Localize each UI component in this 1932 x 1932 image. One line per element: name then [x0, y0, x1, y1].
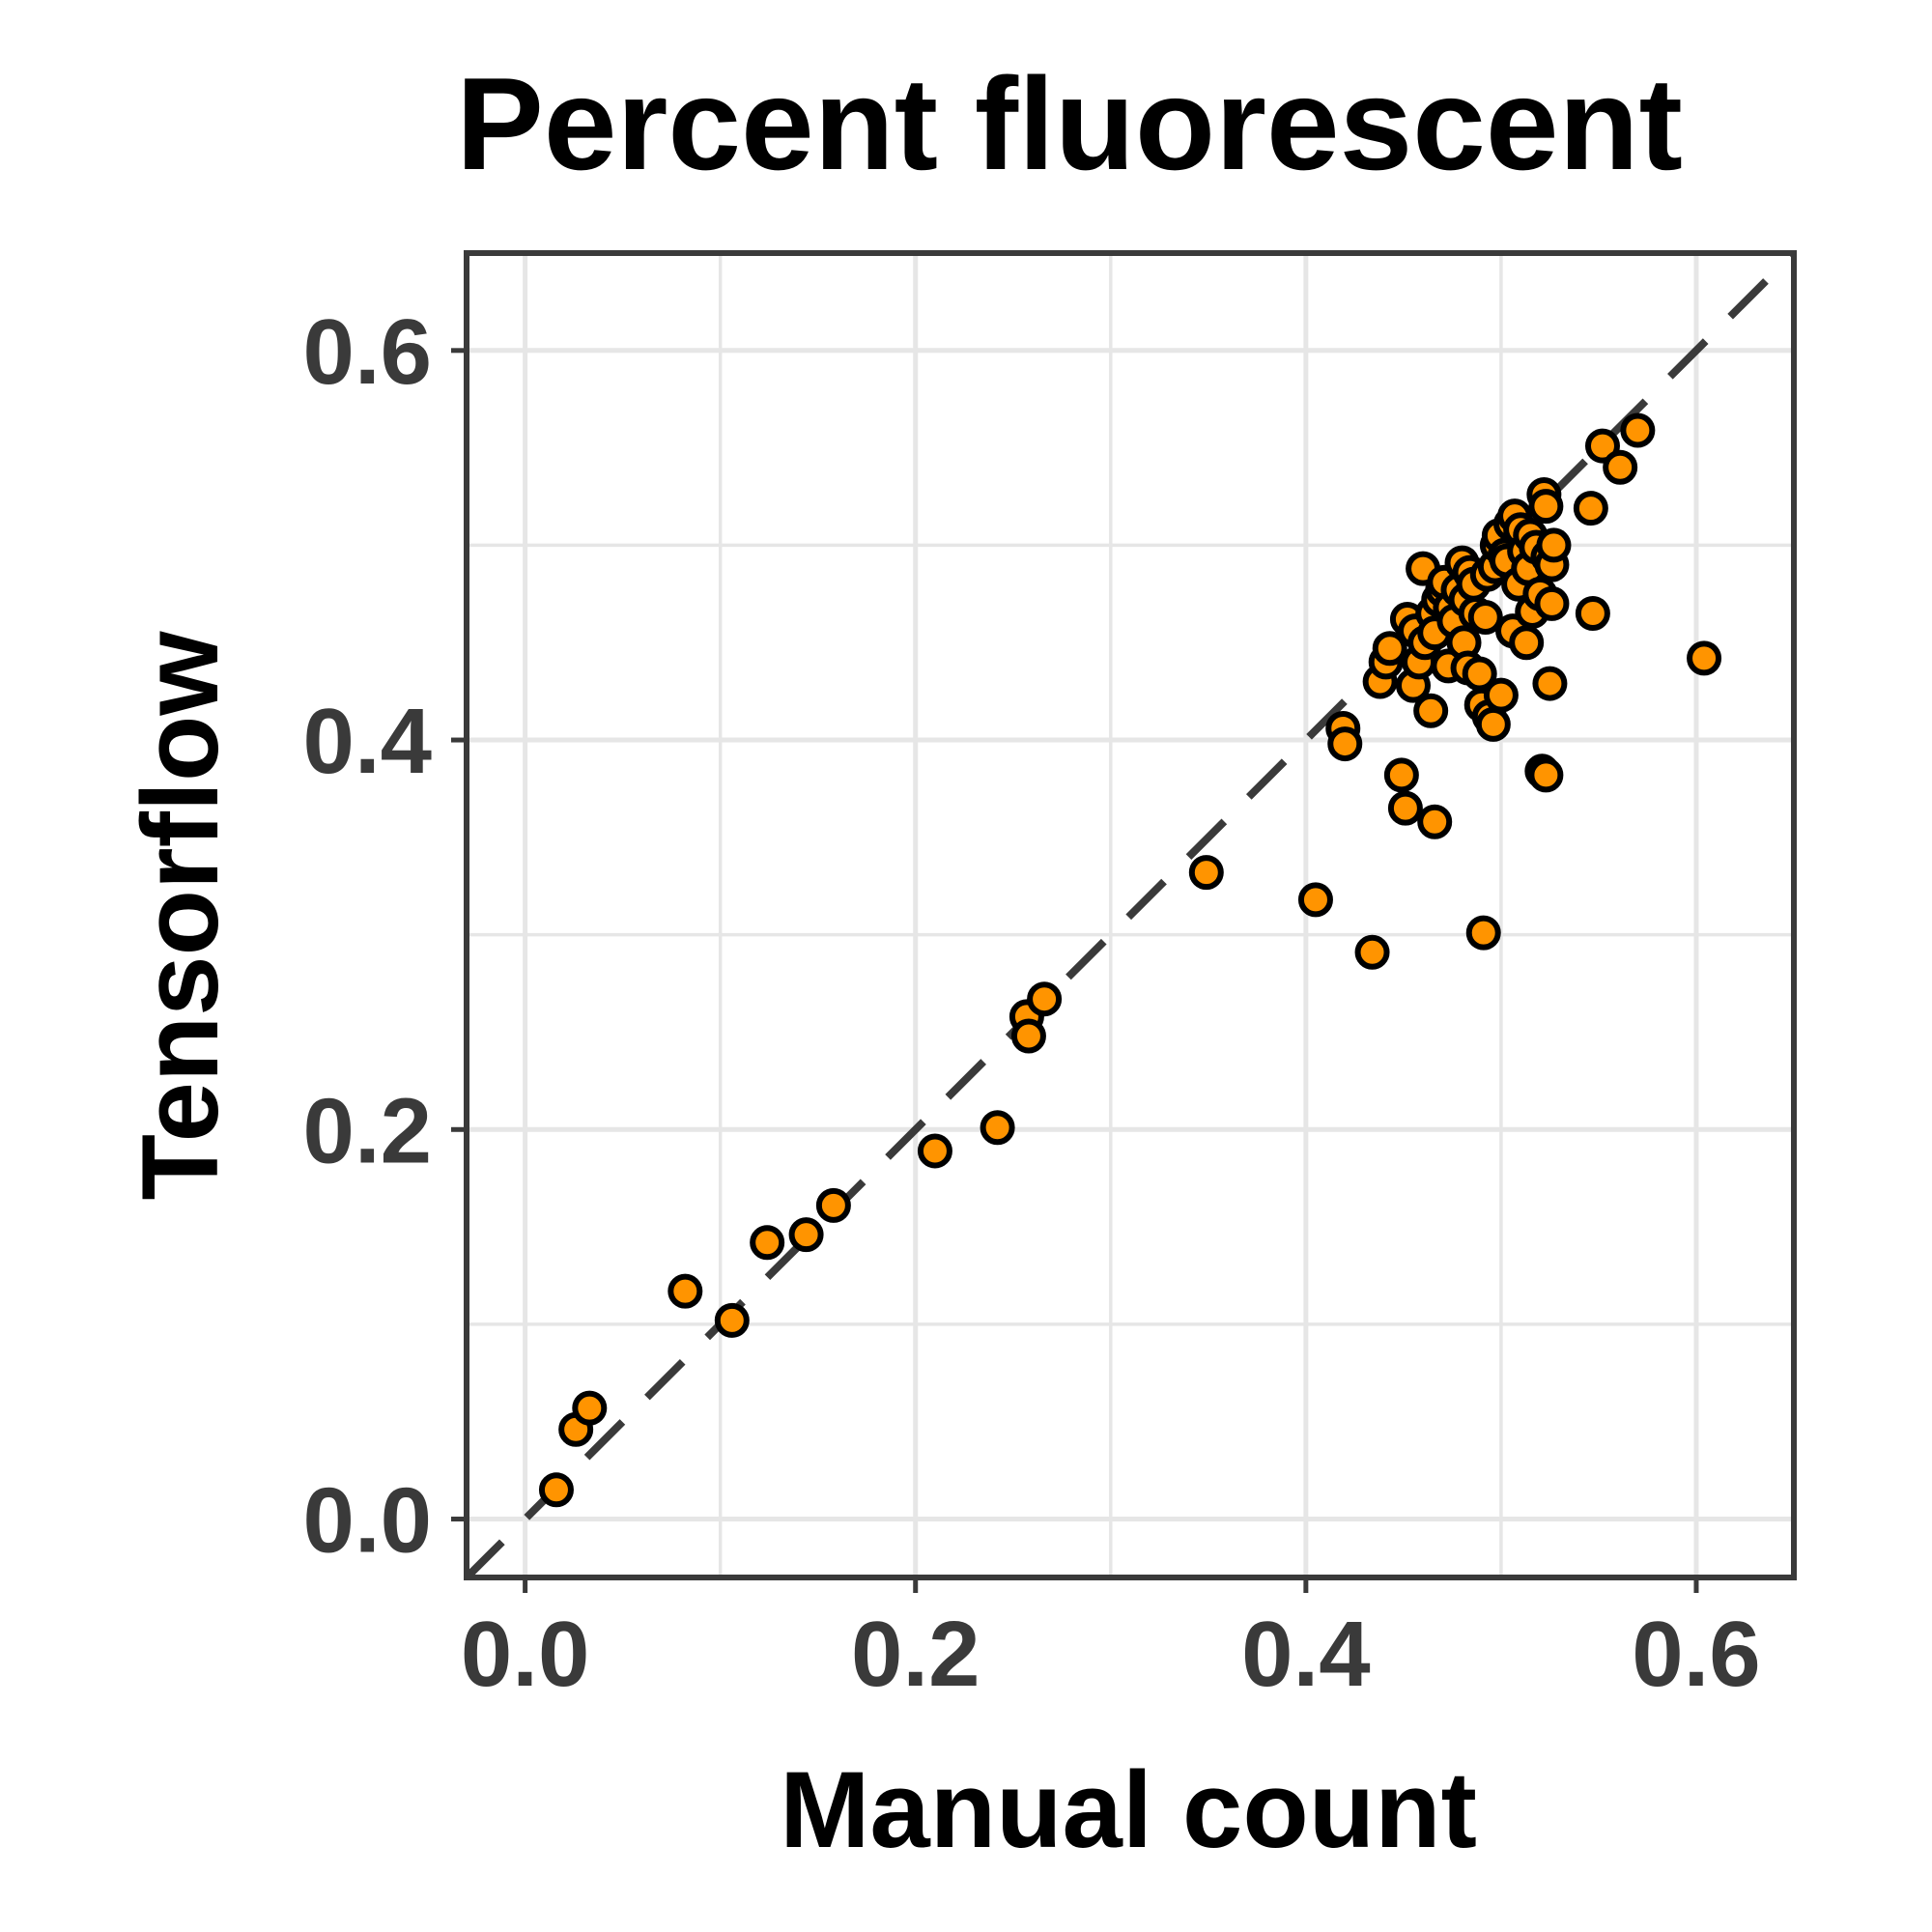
y-axis: 0.0 0.2 0.4 0.6 — [303, 300, 467, 1573]
y-tick-label-2: 0.4 — [303, 690, 432, 793]
data-point-7 — [815, 1187, 851, 1223]
data-point-9 — [980, 1110, 1015, 1146]
data-point-84 — [1603, 449, 1638, 485]
data-point-13 — [1188, 855, 1224, 891]
data-point-75 — [1528, 757, 1564, 793]
data-point-20 — [1372, 631, 1407, 667]
data-point-83 — [1584, 428, 1620, 464]
identity-reference-line — [464, 250, 1797, 1580]
chart-title: Percent fluorescent — [456, 50, 1683, 197]
x-tick-label-1: 0.2 — [851, 1603, 980, 1706]
data-point-5 — [750, 1225, 785, 1261]
y-axis-title: Tensorflow — [120, 631, 241, 1201]
data-point-86 — [1687, 640, 1722, 676]
x-axis: 0.0 0.2 0.4 0.6 — [461, 1577, 1761, 1706]
data-point-82 — [1575, 595, 1610, 631]
grid-lines — [467, 253, 1794, 1577]
data-point-29 — [1413, 693, 1449, 728]
x-tick-label-0: 0.0 — [461, 1603, 589, 1706]
x-tick-label-3: 0.6 — [1632, 1603, 1760, 1706]
data-point-22 — [1387, 790, 1423, 826]
data-point-32 — [1417, 804, 1453, 839]
data-point-14 — [1297, 882, 1333, 918]
data-points — [538, 412, 1722, 1508]
data-point-74 — [1528, 489, 1564, 525]
data-point-3 — [668, 1273, 703, 1309]
data-point-0 — [538, 1472, 574, 1508]
y-tick-label-0: 0.0 — [303, 1469, 432, 1573]
data-point-6 — [788, 1217, 824, 1253]
data-point-2 — [572, 1390, 608, 1426]
data-point-4 — [714, 1302, 750, 1338]
x-axis-title: Manual count — [780, 1749, 1477, 1870]
y-tick-label-1: 0.2 — [303, 1079, 432, 1182]
data-point-50 — [1467, 600, 1503, 636]
data-point-80 — [1536, 527, 1572, 563]
data-point-85 — [1620, 412, 1656, 448]
data-point-16 — [1327, 726, 1363, 762]
data-point-21 — [1383, 757, 1419, 793]
data-point-17 — [1354, 934, 1390, 970]
data-point-66 — [1509, 625, 1545, 661]
plot-frame — [464, 250, 1797, 1580]
data-point-11 — [1010, 1018, 1046, 1054]
data-point-49 — [1465, 915, 1501, 951]
x-tick-label-2: 0.4 — [1241, 1603, 1370, 1706]
data-point-57 — [1483, 677, 1519, 713]
data-point-78 — [1534, 585, 1570, 621]
data-point-77 — [1532, 666, 1568, 701]
data-point-8 — [917, 1133, 952, 1169]
data-point-12 — [1027, 981, 1063, 1017]
data-point-53 — [1475, 706, 1511, 742]
data-point-81 — [1573, 491, 1608, 526]
y-tick-label-3: 0.6 — [303, 300, 432, 404]
